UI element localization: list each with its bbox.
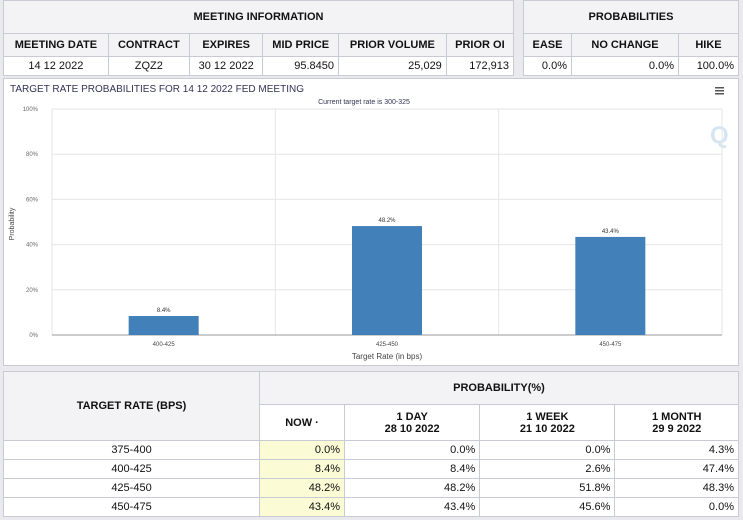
bar[interactable]	[352, 226, 422, 335]
col-1-day: 1 DAY 28 10 2022	[343, 404, 481, 441]
col-hike: HIKE	[678, 33, 739, 57]
probabilities-title: PROBABILITIES	[523, 0, 739, 34]
table-row: 400-425 8.4% 8.4% 2.6% 47.4%	[3, 459, 739, 479]
no-change-value: 0.0%	[571, 56, 679, 76]
data-label: 43.4%	[602, 229, 620, 235]
col-prior-oi: PRIOR OI	[445, 33, 515, 57]
probability-cell: 0.0%	[479, 440, 616, 460]
col-no-change: NO CHANGE	[571, 33, 679, 57]
col-meeting-date: MEETING DATE	[3, 33, 109, 57]
chart-subtitle: Current target rate is 300-325	[318, 99, 410, 106]
target-rate-header: TARGET RATE (BPS)	[3, 371, 260, 441]
table-row: 375-400 0.0% 0.0% 0.0% 4.3%	[3, 440, 739, 460]
meeting-info-title: MEETING INFORMATION	[3, 0, 514, 34]
table-row: 450-475 43.4% 43.4% 45.6% 0.0%	[3, 497, 739, 517]
prior-oi: 172,913	[445, 56, 515, 76]
col-mid-price: MID PRICE	[262, 33, 339, 57]
probability-cell: 51.8%	[479, 478, 616, 498]
bar[interactable]	[128, 316, 199, 335]
target-rate: 425-450	[3, 478, 260, 498]
probability-cell: 48.2%	[343, 478, 481, 498]
col-1-week: 1 WEEK 21 10 2022	[479, 404, 616, 441]
probability-cell: 0.0%	[614, 497, 739, 517]
probability-cell: 45.6%	[479, 497, 616, 517]
x-axis-label: Target Rate (in bps)	[352, 352, 423, 361]
meeting-information-table: MEETING INFORMATION MEETING DATE CONTRAC…	[3, 0, 515, 76]
target-rate: 375-400	[3, 440, 260, 460]
chart-title: TARGET RATE PROBABILITIES FOR 14 12 2022…	[10, 84, 304, 95]
target-rate: 400-425	[3, 459, 260, 479]
y-tick-label: 0%	[29, 333, 38, 339]
probability-header: PROBABILITY(%)	[259, 371, 739, 405]
probability-cell: 0.0%	[343, 440, 481, 460]
hamburger-icon[interactable]	[715, 87, 724, 95]
col-now: NOW ·	[259, 404, 345, 441]
y-axis-label: Probability	[9, 207, 16, 240]
probability-cell: 43.4%	[259, 497, 345, 517]
target-rate: 450-475	[3, 497, 260, 517]
col-contract: CONTRACT	[107, 33, 190, 57]
probability-cell: 0.0%	[259, 440, 345, 460]
probability-cell: 43.4%	[343, 497, 481, 517]
x-tick-label: 400-425	[153, 342, 176, 348]
probability-cell: 47.4%	[614, 459, 739, 479]
data-label: 8.4%	[157, 308, 171, 314]
x-tick-label: 450-475	[599, 342, 622, 348]
probability-cell: 48.2%	[259, 478, 345, 498]
prior-volume: 25,029	[338, 56, 447, 76]
ease-value: 0.0%	[523, 56, 572, 76]
col-1-month: 1 MONTH 29 9 2022	[614, 404, 739, 441]
mid-price: 95.8450	[262, 56, 339, 76]
col-expires: EXPIRES	[188, 33, 264, 57]
y-tick-label: 100%	[23, 107, 39, 113]
table-row: 425-450 48.2% 48.2% 51.8% 48.3%	[3, 478, 739, 498]
meeting-date: 14 12 2022	[3, 56, 109, 76]
bar[interactable]	[575, 236, 646, 335]
col-ease: EASE	[523, 33, 572, 57]
contract: ZQZ2	[107, 56, 190, 76]
probability-cell: 4.3%	[614, 440, 739, 460]
y-tick-label: 80%	[26, 152, 39, 158]
y-tick-label: 60%	[26, 197, 39, 203]
y-tick-label: 20%	[26, 288, 39, 294]
hike-value: 100.0%	[678, 56, 739, 76]
expires: 30 12 2022	[188, 56, 264, 76]
probability-cell: 8.4%	[343, 459, 481, 479]
col-prior-volume: PRIOR VOLUME	[338, 33, 447, 57]
probabilities-table: PROBABILITIES EASE NO CHANGE HIKE 0.0% 0…	[523, 0, 739, 76]
y-tick-label: 40%	[26, 243, 39, 249]
x-tick-label: 425-450	[376, 342, 399, 348]
chart-panel: TARGET RATE PROBABILITIES FOR 14 12 2022…	[3, 78, 739, 366]
probability-cell: 48.3%	[614, 478, 739, 498]
target-rate-probability-table: TARGET RATE (BPS) PROBABILITY(%) NOW · 1…	[3, 371, 739, 517]
probability-cell: 2.6%	[479, 459, 616, 479]
probability-cell: 8.4%	[259, 459, 345, 479]
bar-chart: TARGET RATE PROBABILITIES FOR 14 12 2022…	[9, 84, 729, 361]
data-label: 48.2%	[378, 218, 396, 224]
watermark-logo: Q	[710, 122, 729, 149]
